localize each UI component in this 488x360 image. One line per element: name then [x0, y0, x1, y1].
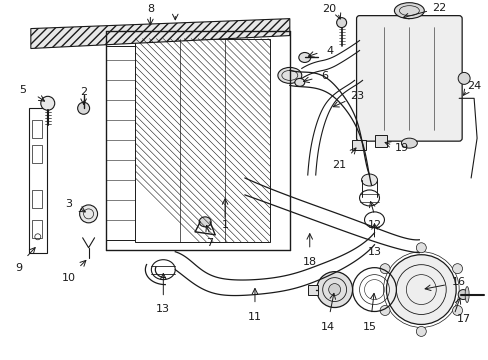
Text: 9: 9 — [15, 263, 22, 273]
Text: 17: 17 — [456, 314, 470, 324]
Text: 18: 18 — [302, 257, 316, 267]
Text: 22: 22 — [431, 3, 446, 13]
Ellipse shape — [379, 264, 389, 274]
Ellipse shape — [457, 289, 467, 300]
Ellipse shape — [386, 255, 455, 324]
Ellipse shape — [80, 205, 98, 223]
Bar — [307, 285, 317, 294]
Text: 16: 16 — [451, 276, 465, 287]
Text: 3: 3 — [65, 199, 72, 209]
Ellipse shape — [379, 306, 389, 315]
Text: 2: 2 — [80, 87, 87, 97]
Ellipse shape — [415, 327, 426, 336]
Ellipse shape — [316, 272, 352, 307]
Bar — [32, 145, 41, 163]
Text: 5: 5 — [20, 85, 26, 95]
Text: 6: 6 — [321, 71, 327, 81]
Text: 11: 11 — [247, 312, 262, 323]
Ellipse shape — [41, 96, 55, 110]
Text: 20: 20 — [322, 4, 336, 14]
Bar — [32, 190, 41, 208]
Bar — [375, 135, 386, 147]
Text: 23: 23 — [350, 91, 364, 101]
Ellipse shape — [361, 174, 377, 186]
Ellipse shape — [298, 53, 310, 62]
Bar — [135, 39, 269, 242]
Text: 13: 13 — [156, 305, 170, 315]
Text: 21: 21 — [332, 160, 346, 170]
Ellipse shape — [78, 102, 89, 114]
Text: 19: 19 — [394, 143, 408, 153]
Text: 8: 8 — [146, 4, 154, 14]
Ellipse shape — [451, 264, 462, 274]
Text: 1: 1 — [221, 220, 228, 230]
Text: 14: 14 — [320, 323, 334, 332]
Ellipse shape — [451, 306, 462, 315]
FancyBboxPatch shape — [356, 15, 461, 141]
Text: 15: 15 — [362, 323, 376, 332]
Ellipse shape — [199, 217, 211, 227]
Ellipse shape — [457, 72, 469, 84]
Ellipse shape — [294, 78, 304, 86]
Text: 10: 10 — [61, 273, 76, 283]
Text: 13: 13 — [367, 247, 381, 257]
Ellipse shape — [328, 284, 340, 296]
Ellipse shape — [464, 287, 468, 302]
Ellipse shape — [394, 3, 424, 19]
Bar — [351, 140, 365, 150]
Ellipse shape — [277, 67, 301, 84]
Bar — [29, 108, 47, 253]
Ellipse shape — [415, 243, 426, 253]
Text: 24: 24 — [466, 81, 480, 91]
Ellipse shape — [401, 138, 416, 148]
Text: 7: 7 — [206, 238, 213, 248]
Ellipse shape — [336, 18, 346, 28]
Polygon shape — [31, 19, 289, 49]
Text: 4: 4 — [325, 45, 332, 55]
Text: 12: 12 — [366, 220, 381, 230]
Bar — [32, 220, 41, 238]
Bar — [32, 120, 41, 138]
